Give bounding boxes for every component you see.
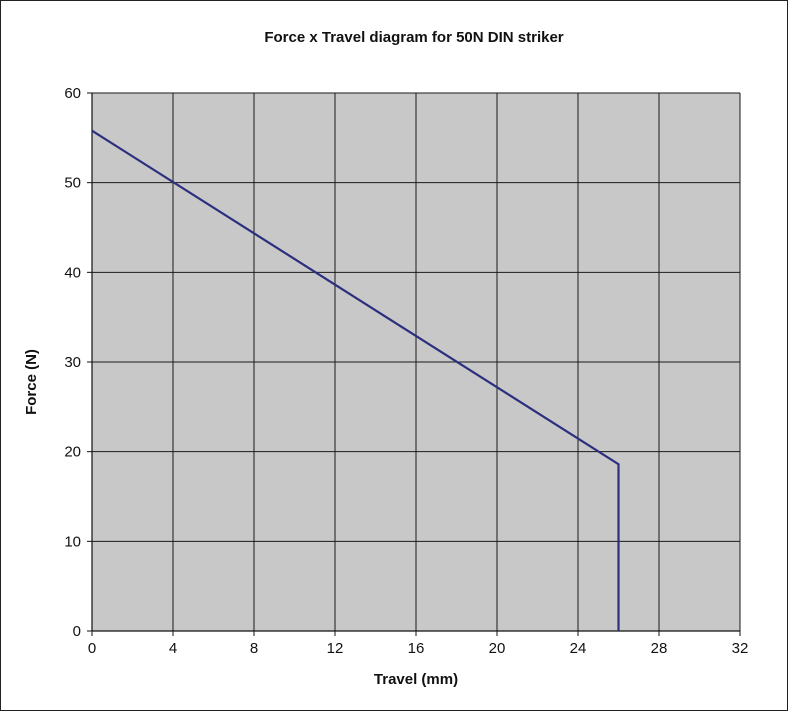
y-tick-label: 50: [64, 175, 81, 192]
y-tick-label: 10: [64, 533, 81, 550]
x-tick-label: 8: [250, 640, 258, 657]
y-tick-label: 60: [64, 85, 81, 102]
y-tick-label: 20: [64, 444, 81, 461]
y-axis-label: Force (N): [23, 349, 40, 415]
x-tick-label: 32: [732, 640, 749, 657]
y-tick-label: 30: [64, 354, 81, 371]
x-axis-label: Travel (mm): [374, 671, 458, 688]
chart-title: Force x Travel diagram for 50N DIN strik…: [264, 29, 563, 46]
y-tick-label: 0: [73, 623, 81, 640]
x-tick-label: 24: [570, 640, 587, 657]
x-tick-label: 20: [489, 640, 506, 657]
y-axis-ticks: 0 10 20 30 40 50 60: [64, 85, 92, 640]
x-tick-label: 4: [169, 640, 177, 657]
x-tick-label: 12: [327, 640, 344, 657]
x-tick-label: 16: [408, 640, 425, 657]
y-tick-label: 40: [64, 264, 81, 281]
series-line: [91, 129, 620, 631]
x-tick-label: 0: [88, 640, 96, 657]
x-tick-label: 28: [651, 640, 668, 657]
series-layer: [91, 129, 620, 631]
x-axis-ticks: 0 4 8 12 16 20 24 28 32: [88, 631, 749, 657]
